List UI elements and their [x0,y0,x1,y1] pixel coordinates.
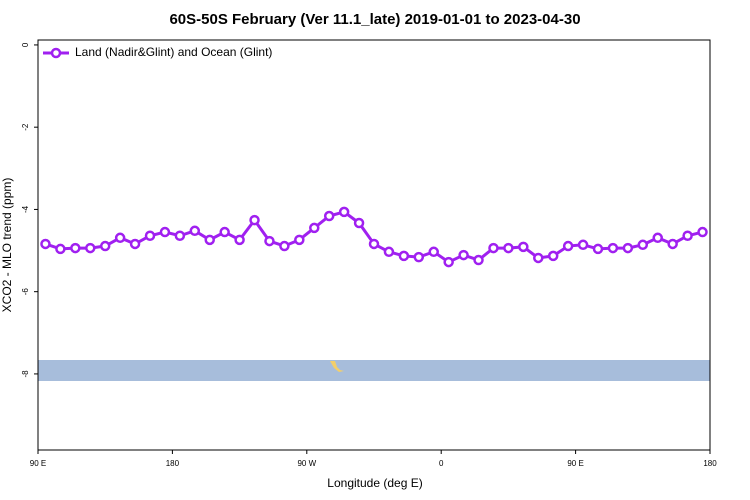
data-point [667,238,678,250]
data-point [533,252,544,264]
data-point [562,240,574,252]
data-point [338,206,350,218]
data-point [204,234,215,246]
data-point [547,250,559,262]
data-point [55,243,66,255]
y-axis-label: XCO2 - MLO trend (ppm) [0,178,14,313]
y-tick-label: -4 [21,205,30,213]
data-point [159,226,171,238]
data-point [503,242,514,254]
data-point [652,232,663,244]
data-point [473,254,484,266]
data-point [398,250,410,262]
data-point [323,210,335,222]
data-point [174,230,186,241]
data-point [189,225,201,237]
data-point [697,226,708,238]
legend-box [39,41,289,65]
data-point [413,251,425,263]
x-tick-label: 0 [439,459,444,468]
data-point [234,234,245,246]
data-point [428,246,439,258]
data-point [219,226,230,238]
data-point [114,232,126,244]
data-point [353,217,365,229]
data-point [607,242,619,254]
map-band [38,360,710,381]
data-point [249,214,260,226]
x-tick-label: 90 E [567,459,583,468]
land-shape [330,361,344,372]
data-point [279,240,290,252]
data-point [70,242,81,254]
data-point [443,256,454,268]
plot-frame [37,39,711,451]
x-tick-label: 180 [166,459,180,468]
y-tick-label: -2 [21,123,30,131]
data-point [592,243,604,255]
x-tick-label: 90 W [297,459,316,468]
data-point [294,234,305,246]
data-point [309,222,320,234]
series-line [44,210,703,264]
data-point [488,242,499,254]
data-point [458,249,469,261]
data-point [40,238,51,250]
data-point [129,238,141,250]
legend-label: Land (Nadir&Glint) and Ocean (Glint) [75,45,272,59]
data-point [682,230,693,241]
y-tick-label: -8 [21,370,30,378]
chart-title: 60S-50S February (Ver 11.1_late) 2019-01… [169,11,580,28]
x-tick-label: 180 [703,459,717,468]
x-axis-label: Longitude (deg E) [327,476,422,490]
legend-marker [50,47,62,59]
x-tick-label: 90 E [30,459,46,468]
y-tick-label: -6 [21,288,30,296]
data-point [577,239,589,251]
data-point [368,238,380,250]
data-point [637,239,649,251]
y-tick-label: 0 [21,42,30,47]
data-point [264,235,275,247]
data-point [144,230,156,241]
data-point [383,246,395,258]
data-point [85,242,96,254]
data-point [518,241,529,253]
data-point [99,240,111,252]
data-point [622,242,634,254]
